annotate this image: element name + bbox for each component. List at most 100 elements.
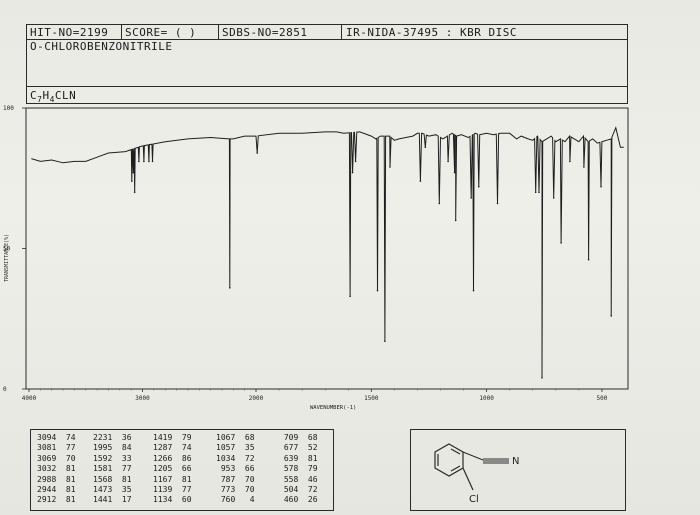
peak-point-1205	[438, 202, 441, 205]
y-axis-label: TRANSMITTANCE(%)	[4, 234, 10, 282]
peak-point-953	[496, 202, 499, 205]
peak-point-709	[552, 197, 555, 199]
peak-table: 3094 74 3081 77 3069 70 3032 81 2988 81 2944 …	[30, 429, 334, 511]
peak-point-558	[587, 258, 590, 261]
peak-point-460	[610, 315, 612, 317]
method: IR-NIDA-37495 : KBR DISC	[346, 26, 517, 39]
peak-point-773	[538, 191, 540, 194]
benzene-ring	[434, 443, 464, 477]
peak-table-row: 1134 60	[153, 495, 192, 505]
peak-point-1581	[351, 171, 354, 174]
peak-point-1473	[376, 289, 379, 292]
y-tick-label-50: 50	[3, 246, 11, 253]
x-tick-label-1000: 1000	[479, 395, 494, 402]
absorption-peaks	[131, 146, 612, 379]
peak-column-5: 709 68 677 52 639 81 578 79 558 46 504 7…	[279, 433, 318, 506]
peak-point-1057	[472, 289, 475, 292]
chloro-bond	[462, 467, 474, 491]
peak-table-row: 773 70	[216, 485, 255, 495]
peak-table-row: 1568 81	[93, 474, 132, 484]
peak-table-row: 677 52	[279, 443, 318, 453]
x-axis-ticks: 4000 3000 2000 1500 1000 500	[22, 389, 608, 402]
peak-point-3032	[138, 160, 140, 163]
hit-number: HIT-NO=2199	[30, 26, 109, 39]
peak-table-row: 760 4	[216, 495, 255, 505]
compound-name: O-CHLOROBENZONITRILE	[30, 40, 173, 53]
peak-point-639	[569, 160, 571, 163]
x-tick-label-4000: 4000	[22, 395, 37, 402]
peak-table-row: 2944 81	[37, 485, 76, 495]
x-tick-label-500: 500	[597, 395, 608, 402]
peak-point-3094	[131, 180, 133, 182]
header-divider-1	[121, 24, 122, 40]
y-axis-ticks: 100 50 0	[3, 105, 26, 393]
nitrile-n-label: N	[512, 456, 519, 467]
peak-table-row: 2988 81	[37, 474, 76, 484]
peak-point-1592	[349, 295, 351, 298]
peak-table-row: 1034 72	[216, 453, 255, 463]
peak-point-504	[600, 185, 602, 188]
peak-point-677	[560, 242, 562, 244]
peak-table-row: 787 70	[216, 474, 255, 484]
structure-diagram: N Cl	[434, 443, 519, 505]
peak-point-1287	[419, 180, 422, 182]
header-divider-2	[218, 24, 219, 40]
peak-table-row: 3094 74	[37, 433, 76, 442]
peak-table-row: 3081 77	[37, 443, 76, 453]
peak-table-row: 1139 77	[153, 485, 192, 495]
peak-column-1: 3094 74 3081 77 3069 70 3032 81 2988 81 2944 …	[37, 433, 76, 506]
chloro-label: Cl	[469, 494, 479, 505]
x-tick-label-2000: 2000	[249, 395, 264, 402]
y-tick-label-0: 0	[3, 386, 7, 393]
peak-table-row: 1205 66	[153, 464, 192, 474]
peak-table-row: 1441 17	[93, 495, 132, 505]
header-divider-3	[341, 24, 342, 40]
peak-table-row: 639 81	[279, 453, 318, 463]
peak-table-row: 2231 36	[93, 433, 132, 442]
peak-point-1266	[424, 146, 427, 149]
peak-table-row: 1067 68	[216, 433, 255, 442]
peak-table-row: 460 26	[279, 495, 318, 505]
peak-table-row: 3032 81	[37, 464, 76, 474]
peak-table-row: 1266 86	[153, 453, 192, 463]
peak-table-row: 709 68	[279, 433, 318, 442]
peak-table-row: 1581 77	[93, 464, 132, 474]
peak-point-1167	[447, 160, 449, 163]
peak-table-row: 504 72	[279, 485, 318, 495]
peak-point-3081	[132, 171, 135, 174]
peak-table-row: 1592 33	[93, 453, 132, 463]
peak-column-2: 2231 36 1995 84 1592 33 1581 77 1568 81 1473 …	[93, 433, 132, 506]
peak-point-1441	[384, 340, 386, 343]
peak-point-1134	[454, 219, 457, 222]
peak-point-2988	[143, 160, 145, 163]
formula-row	[26, 86, 628, 104]
header-box	[26, 24, 628, 104]
peak-point-1067	[470, 197, 473, 199]
structure-box: N Cl	[410, 429, 626, 511]
peak-point-578	[583, 166, 585, 168]
sdbs-number: SDBS-NO=2851	[222, 26, 308, 39]
peak-table-row: 1473 35	[93, 485, 132, 495]
peak-column-3: 1419 79 1287 74 1266 86 1205 66 1167 81 1139 …	[153, 433, 192, 506]
peak-point-1034	[478, 185, 480, 188]
peak-table-row: 2912 81	[37, 495, 76, 505]
peak-table-row: 558 46	[279, 474, 318, 484]
y-tick-label-100: 100	[3, 105, 14, 112]
peak-point-1419	[389, 166, 391, 168]
peak-point-1995	[256, 152, 259, 154]
peak-column-4: 1067 68 1057 35 1034 72 953 66 787 70 773 …	[216, 433, 255, 506]
score: SCORE= ( )	[125, 26, 197, 39]
peak-point-2231	[229, 287, 231, 289]
peak-table-row: 1419 79	[153, 433, 192, 442]
x-axis-label: WAVENUMBER(-1)	[310, 405, 356, 411]
peak-point-2944	[148, 160, 150, 163]
peak-point-3069	[133, 191, 136, 194]
spectrum-trace	[31, 126, 624, 378]
peak-point-1568	[354, 160, 357, 163]
peak-table-row: 3069 70	[37, 453, 76, 463]
peak-table-row: 1167 81	[153, 474, 192, 484]
peak-table-row: 1057 35	[216, 443, 255, 453]
peak-point-1139	[453, 171, 456, 174]
peak-point-2912	[151, 160, 154, 163]
